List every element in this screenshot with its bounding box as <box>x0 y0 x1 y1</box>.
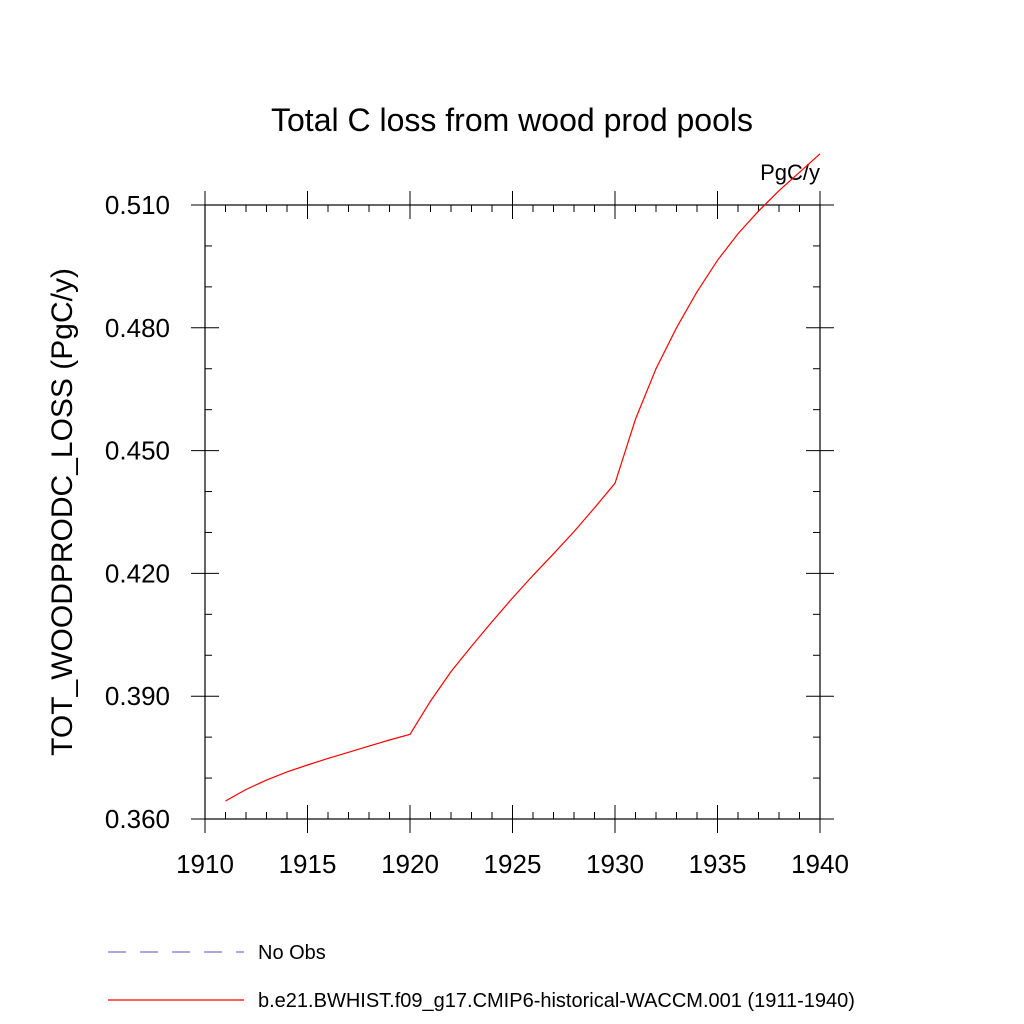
y-tick-label: 0.480 <box>105 313 170 343</box>
legend-label-model-run: b.e21.BWHIST.f09_g17.CMIP6-historical-WA… <box>258 990 855 1012</box>
series-line-0 <box>225 153 821 802</box>
y-tick-label: 0.450 <box>105 436 170 466</box>
x-tick-label: 1930 <box>586 849 644 879</box>
legend-label-no-obs: No Obs <box>258 942 326 964</box>
chart-title: Total C loss from wood prod pools <box>271 102 753 138</box>
y-tick-label: 0.510 <box>105 190 170 220</box>
legend: No Obs b.e21.BWHIST.f09_g17.CMIP6-histor… <box>108 942 855 1012</box>
x-tick-label: 1935 <box>689 849 747 879</box>
y-tick-label: 0.420 <box>105 558 170 588</box>
x-tick-label: 1915 <box>279 849 337 879</box>
x-tick-label: 1925 <box>484 849 542 879</box>
series-layer <box>225 153 821 802</box>
axis-ticks <box>191 191 834 833</box>
plot-frame <box>204 204 821 820</box>
x-tick-label: 1910 <box>176 849 234 879</box>
y-tick-label: 0.360 <box>105 804 170 834</box>
axis-tick-labels: 1910 1915 1920 1925 1930 1935 1940 0.360 0.390 0.… <box>105 190 849 879</box>
x-tick-label: 1920 <box>381 849 439 879</box>
y-axis-title: TOT_WOODPRODC_LOSS (PgC/y) <box>46 268 79 756</box>
x-tick-label: 1940 <box>791 849 849 879</box>
y-tick-label: 0.390 <box>105 681 170 711</box>
